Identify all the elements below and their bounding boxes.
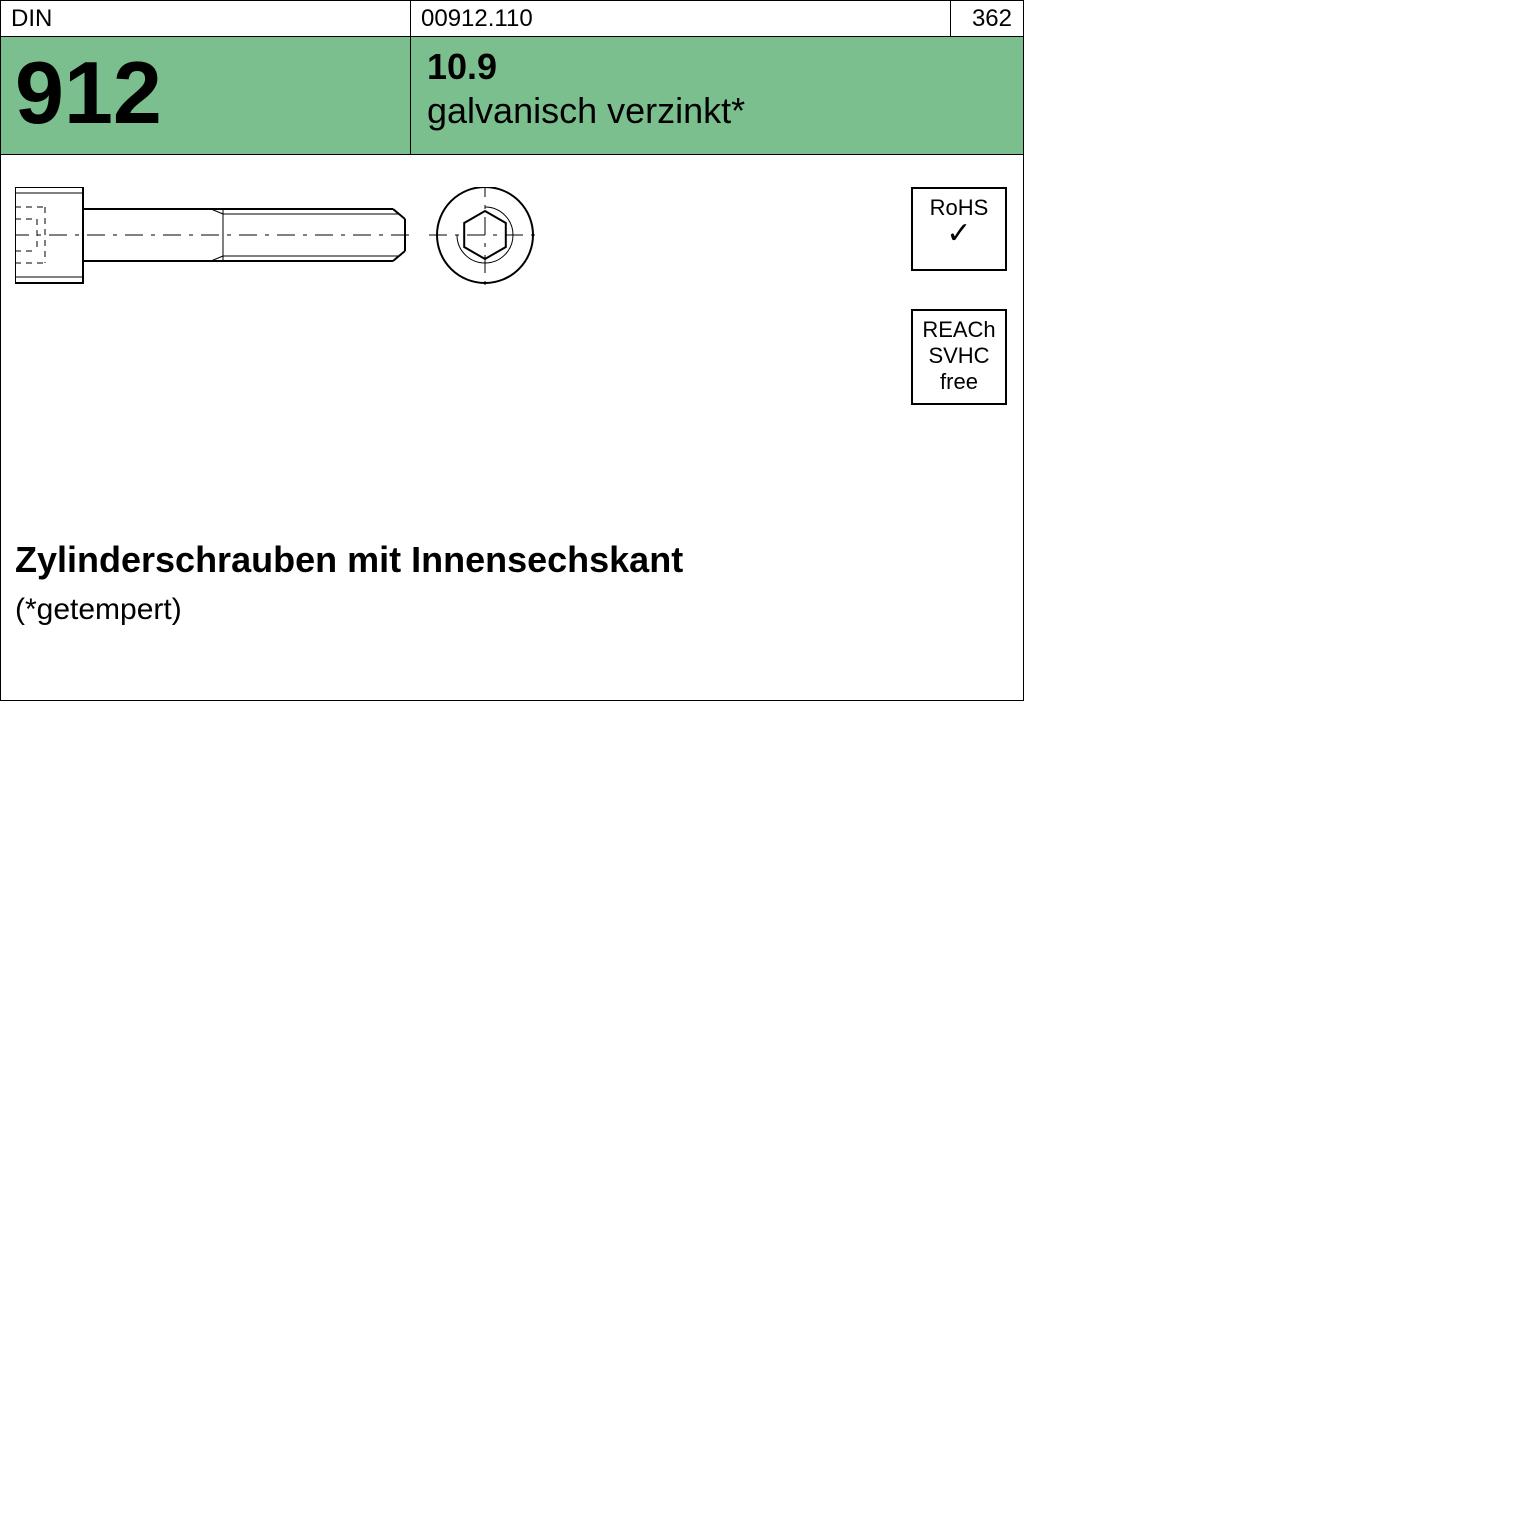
check-icon: ✓ (913, 221, 1005, 247)
reach-line3: free (913, 369, 1005, 395)
header-cell-standard: DIN (1, 1, 411, 37)
standard-number: 912 (1, 37, 410, 149)
surface-finish: galvanisch verzinkt* (427, 89, 1024, 133)
reach-line2: SVHC (913, 343, 1005, 369)
article-code: 00912.110 (411, 1, 950, 37)
header-cell-article: 00912.110 (411, 1, 951, 37)
screw-diagram-icon (15, 187, 575, 297)
header-cell-pageref: 362 (951, 1, 1024, 37)
header-cell-spec: 10.9 galvanisch verzinkt* (411, 37, 1024, 155)
product-note: (*getempert) (15, 593, 683, 627)
rohs-badge: RoHS ✓ (911, 187, 1007, 271)
header-row-1: DIN 00912.110 362 (1, 1, 1023, 37)
page-ref: 362 (951, 1, 1024, 37)
product-title: Zylinderschrauben mit Innensechskant (15, 539, 683, 581)
reach-line1: REACh (913, 317, 1005, 343)
header-row-2: 912 10.9 galvanisch verzinkt* (1, 37, 1023, 155)
standard-label: DIN (1, 1, 410, 37)
header-cell-standard-number: 912 (1, 37, 411, 155)
datasheet-card: DIN 00912.110 362 912 10.9 galvanisch ve… (0, 0, 1024, 701)
strength-grade: 10.9 (427, 45, 1024, 89)
title-block: Zylinderschrauben mit Innensechskant (*g… (15, 539, 683, 627)
diagram-area: Zylinderschrauben mit Innensechskant (*g… (1, 169, 1023, 499)
reach-badge: REACh SVHC free (911, 309, 1007, 405)
